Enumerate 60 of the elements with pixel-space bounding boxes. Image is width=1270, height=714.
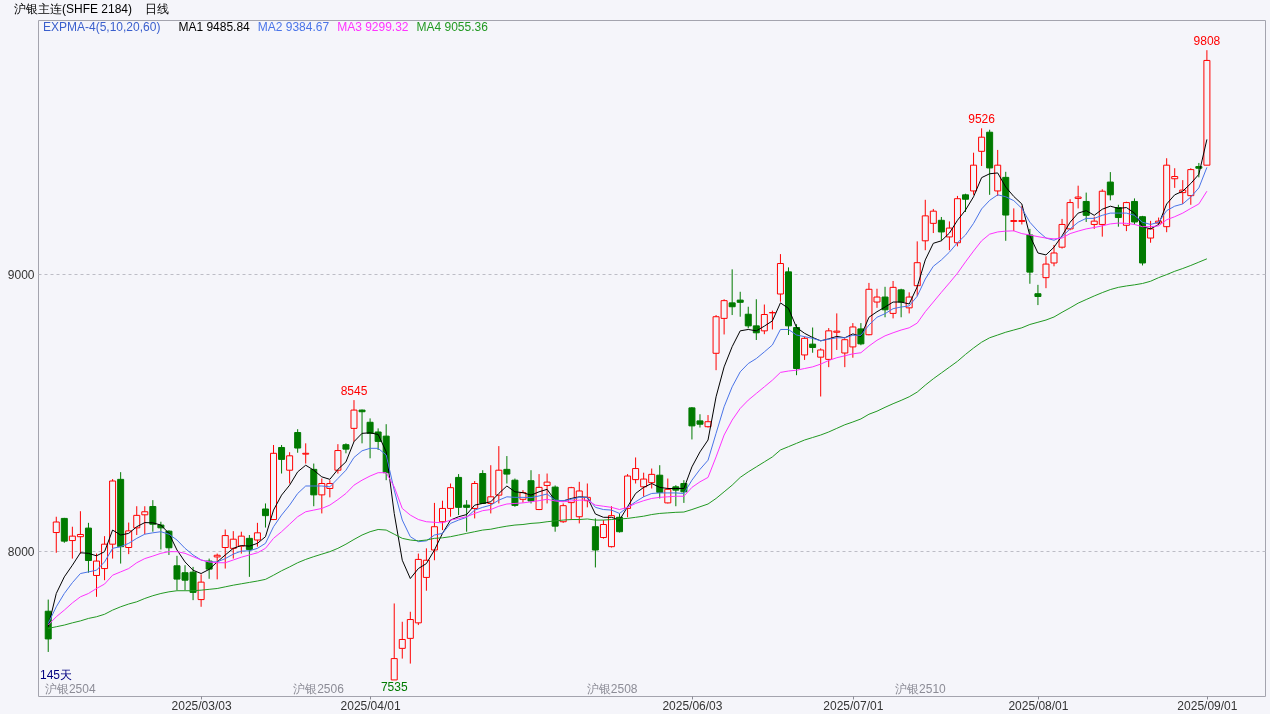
candlestick	[60, 517, 68, 544]
x-tick-label: 2025/09/01	[1177, 698, 1238, 713]
chart-title: 沪银主连(SHFE 2184)	[14, 2, 133, 16]
candlestick	[937, 216, 945, 242]
y-tick-label: 8000	[7, 544, 35, 559]
text: MA1 9485.84	[178, 20, 251, 34]
y-tick-label: 9000	[7, 267, 35, 282]
candlestick	[913, 240, 921, 297]
candlestick	[334, 443, 342, 475]
candlestick	[278, 444, 286, 475]
candlestick	[253, 522, 261, 548]
annotation: 9526	[968, 112, 996, 127]
candlestick	[503, 455, 511, 484]
candlestick	[398, 621, 406, 660]
candlestick	[1106, 171, 1114, 201]
candlestick	[149, 499, 157, 533]
chart-subtitle: 日线	[145, 2, 170, 16]
x-tick-label: 2025/07/01	[823, 698, 884, 713]
candlestick	[358, 409, 366, 444]
x-tick-label: 2025/03/03	[171, 698, 232, 713]
annotation: 7535	[380, 679, 408, 694]
candlestick	[559, 502, 567, 524]
candlestick	[302, 442, 310, 465]
candlestick	[213, 553, 221, 580]
candlestick	[978, 127, 986, 167]
candlestick	[294, 428, 302, 454]
candlestick	[141, 505, 149, 535]
candlestick	[897, 288, 905, 318]
annotation: 9808	[1193, 34, 1221, 49]
annotation: 沪银2508	[586, 682, 638, 696]
legend-title: EXPMA-4(5,10,20,60)	[43, 20, 161, 34]
annotation: 8545	[340, 384, 368, 399]
candlestick	[543, 473, 551, 504]
candlestick	[286, 451, 294, 484]
text: MA2 9384.67	[257, 20, 330, 34]
x-tick-label: 2025/08/01	[1008, 698, 1069, 713]
candlestick	[390, 602, 398, 681]
x-tick-label: 2025/04/01	[340, 698, 401, 713]
candlestick	[591, 517, 599, 568]
candlestick	[704, 414, 712, 429]
candlestick	[760, 304, 768, 335]
candlestick	[1074, 185, 1082, 209]
annotation: 145天	[40, 668, 73, 682]
candlestick	[801, 336, 809, 361]
candlestick	[133, 505, 141, 536]
candlestick	[881, 286, 889, 318]
candlestick	[52, 516, 60, 554]
annotation: 沪银2506	[293, 682, 345, 696]
candlestick	[809, 327, 817, 354]
candlestick	[350, 399, 358, 443]
candlestick	[1082, 192, 1090, 223]
x-tick-label: 2025/06/03	[662, 698, 723, 713]
candlestick	[197, 573, 205, 608]
annotation: 沪银2504	[44, 682, 96, 696]
annotation: 沪银2510	[895, 682, 947, 696]
candlestick	[1034, 284, 1042, 306]
candlestick	[261, 502, 269, 529]
text: MA3 9299.32	[337, 20, 409, 34]
candlestick	[1147, 220, 1155, 244]
text: MA4 9055.36	[416, 20, 489, 34]
